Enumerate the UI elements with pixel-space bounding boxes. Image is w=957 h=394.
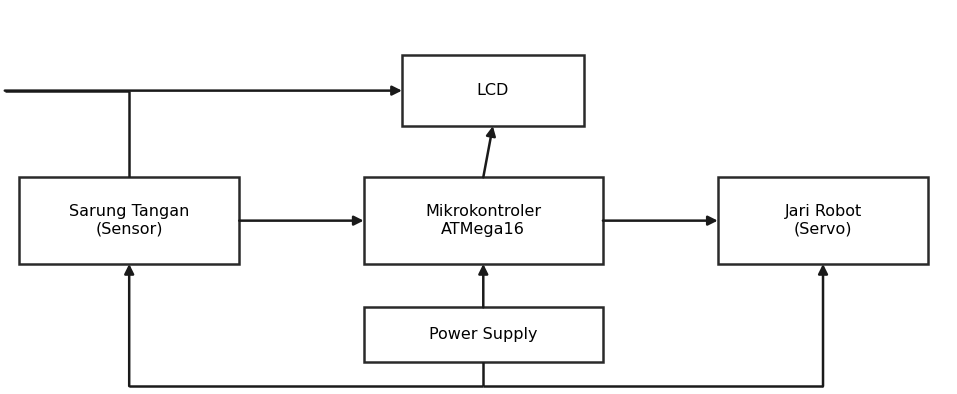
- FancyBboxPatch shape: [364, 307, 603, 362]
- Text: Jari Robot
(Servo): Jari Robot (Servo): [785, 204, 861, 237]
- FancyBboxPatch shape: [402, 55, 584, 126]
- Text: Sarung Tangan
(Sensor): Sarung Tangan (Sensor): [69, 204, 189, 237]
- Text: LCD: LCD: [477, 83, 509, 98]
- FancyBboxPatch shape: [19, 177, 239, 264]
- Text: Mikrokontroler
ATMega16: Mikrokontroler ATMega16: [425, 204, 542, 237]
- FancyBboxPatch shape: [364, 177, 603, 264]
- Text: Power Supply: Power Supply: [429, 327, 538, 342]
- FancyBboxPatch shape: [718, 177, 928, 264]
